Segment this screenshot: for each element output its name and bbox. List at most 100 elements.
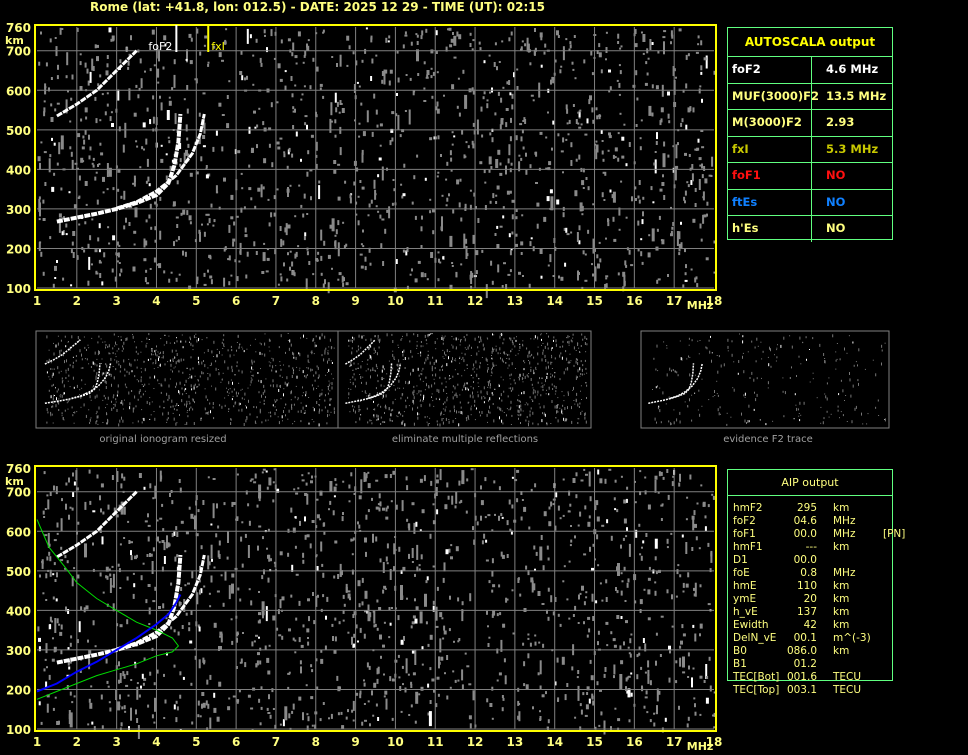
thumb-noise [542, 388, 544, 391]
thumb-noise [566, 337, 567, 339]
echo-noise [71, 74, 74, 80]
thumbnail-3[interactable] [640, 330, 890, 429]
echo-noise [190, 682, 193, 686]
x-tick-label: 5 [192, 735, 200, 749]
thumbnail-1[interactable] [35, 330, 339, 429]
echo-noise [388, 80, 391, 86]
thumb-noise [116, 360, 118, 364]
thumb-noise [516, 405, 518, 407]
thumb-noise [468, 418, 470, 420]
thumb-noise [544, 413, 546, 417]
echo-noise [700, 40, 703, 46]
echo-noise [358, 495, 362, 500]
thumb-noise [297, 410, 299, 413]
echo-noise [370, 76, 373, 81]
echo-noise [516, 469, 520, 473]
echo-noise [472, 143, 475, 149]
echo-noise [101, 281, 104, 286]
echo-noise [268, 477, 272, 486]
thumb-noise [461, 411, 463, 415]
thumb-noise [444, 377, 446, 380]
echo-noise [499, 612, 502, 616]
echo-noise [84, 543, 87, 558]
echo-noise [603, 673, 606, 678]
echo-noise [461, 684, 464, 690]
echo-noise [47, 532, 50, 548]
thumb-noise [742, 355, 743, 359]
thumb-noise [172, 370, 173, 373]
echo-noise [509, 269, 512, 273]
echo-noise [527, 637, 530, 640]
thumb-noise [151, 401, 153, 403]
thumb-noise [475, 360, 477, 364]
thumb-noise [327, 409, 329, 413]
thumb-noise [679, 420, 681, 424]
echo-noise [400, 710, 403, 713]
echo-noise [152, 95, 155, 100]
echo-noise [457, 679, 460, 682]
echo-noise [116, 471, 119, 482]
echo-noise [499, 162, 502, 166]
thumb-noise [580, 412, 582, 415]
echo-noise [419, 611, 423, 624]
thumb-noise [481, 396, 483, 400]
echo-noise [411, 201, 414, 205]
thumb-noise [64, 335, 66, 338]
echo-noise [338, 272, 342, 276]
echo-noise [260, 686, 263, 690]
thumb-noise [204, 388, 206, 390]
echo-noise [291, 93, 294, 98]
echo-noise [446, 161, 449, 166]
thumb-noise [143, 417, 145, 421]
thumb-noise [313, 408, 315, 412]
echo-noise [509, 190, 512, 194]
thumb-noise [250, 380, 252, 384]
echo-noise [586, 118, 589, 124]
echo-noise [152, 547, 155, 552]
thumb-noise [378, 346, 380, 349]
thumb-noise [716, 355, 718, 356]
x-tick-label: 1 [33, 735, 41, 749]
echo-noise [147, 513, 149, 518]
thumb-noise [230, 418, 232, 421]
echo-noise [673, 68, 676, 72]
thumb-noise [566, 367, 568, 370]
thumbnail-2[interactable] [337, 330, 592, 429]
echo-noise [546, 609, 548, 614]
thumb-noise [751, 371, 753, 375]
thumb-noise [555, 417, 557, 419]
thumb-noise [279, 374, 281, 377]
echo-noise [105, 566, 109, 572]
thumb-noise [765, 423, 767, 426]
echo-noise [139, 166, 142, 169]
thumb-noise [571, 420, 573, 424]
thumb-noise [711, 359, 712, 363]
echo-noise [547, 719, 550, 724]
thumb-noise [405, 405, 407, 409]
echo-noise [597, 469, 600, 475]
thumb-noise [502, 422, 504, 425]
echo-noise [67, 609, 70, 614]
echo-noise [500, 513, 503, 517]
echo-noise [414, 215, 417, 220]
thumb-noise [115, 356, 117, 358]
echo-noise [447, 28, 449, 31]
thumb-noise [129, 362, 131, 366]
thumb-noise [177, 360, 179, 363]
echo-noise [134, 178, 136, 182]
thumb-noise [184, 384, 186, 386]
thumb-noise [455, 348, 457, 350]
thumb-noise [501, 358, 503, 362]
echo-noise [435, 106, 438, 111]
thumb-noise [241, 408, 243, 412]
thumb-noise [353, 337, 355, 341]
echo-noise [547, 557, 550, 561]
echo-noise [128, 222, 131, 226]
thumb-noise [158, 365, 160, 366]
thumb-noise [149, 402, 151, 406]
echo-noise [383, 673, 385, 676]
echo-noise [348, 45, 351, 50]
echo-noise [186, 108, 189, 114]
thumb-noise [495, 345, 497, 347]
thumb-noise [358, 334, 360, 338]
